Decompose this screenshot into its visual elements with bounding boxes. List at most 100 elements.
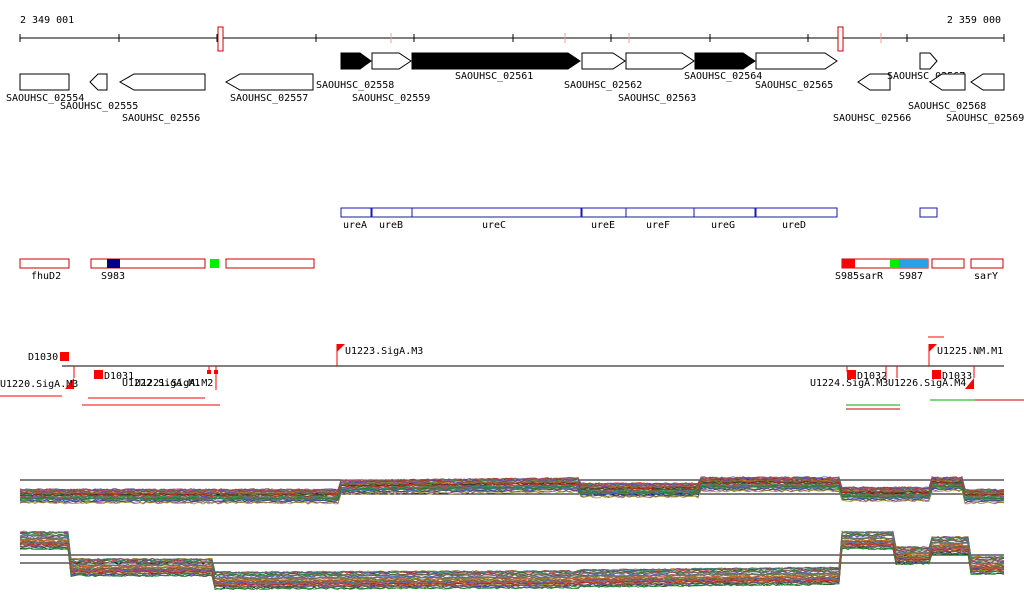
gene-saouhsc-02557[interactable]: SAOUHSC_02557 xyxy=(224,73,314,104)
gene-name-urec[interactable]: ureC xyxy=(411,207,582,231)
region-box[interactable] xyxy=(931,258,965,269)
ruler-ticks xyxy=(19,34,1005,42)
feature-u1224[interactable]: U1224.SigA.M3 xyxy=(810,366,900,410)
svg-text:D1031: D1031 xyxy=(104,371,134,382)
gene-saouhsc-02564[interactable]: SAOUHSC_02564 xyxy=(684,52,762,82)
expression-profile-line xyxy=(19,479,1005,495)
svg-text:D1033: D1033 xyxy=(942,371,972,382)
svg-text:U1226.SigA.M4: U1226.SigA.M4 xyxy=(888,378,966,389)
gene-name-ured[interactable]: ureD xyxy=(755,207,838,231)
svg-text:ureG: ureG xyxy=(711,220,735,231)
ruler-marker-right xyxy=(837,26,844,52)
gene-name-ureg[interactable]: ureG xyxy=(693,207,756,231)
svg-text:U1224.SigA.M3: U1224.SigA.M3 xyxy=(810,378,888,389)
gene-track: SAOUHSC_02554 SAOUHSC_02555 SAOUHSC_0255… xyxy=(6,52,1024,124)
gene-saouhsc-02561[interactable]: SAOUHSC_02561 xyxy=(411,52,581,82)
feature-u1225[interactable]: U1225.NM.M1 xyxy=(928,336,1003,366)
expression-profile-line xyxy=(19,476,1005,492)
svg-text:U1223.SigA.M3: U1223.SigA.M3 xyxy=(345,346,423,357)
expression-profile-line xyxy=(19,544,1005,588)
svg-text:D1030: D1030 xyxy=(28,352,58,363)
feature-d1032[interactable]: D1032 xyxy=(846,366,887,382)
region-track: fhuD2 S983 S985 sarR S987 sarY xyxy=(19,258,1004,282)
expression-profile-line xyxy=(19,485,1005,501)
gene-label: SAOUHSC_02562 xyxy=(564,80,642,91)
svg-text:U1221.SigA.M2: U1221.SigA.M2 xyxy=(135,378,213,389)
coordinate-ruler: 2 349 001 2 359 000 xyxy=(19,15,1005,52)
gene-saouhsc-02563[interactable]: SAOUHSC_02563 xyxy=(618,52,696,104)
gene-name-ureb[interactable]: ureB xyxy=(371,207,413,231)
expression-track-top xyxy=(19,476,1005,505)
svg-text:sarR: sarR xyxy=(859,271,884,282)
feature-u1220[interactable]: U1220.SigA.M3 xyxy=(0,366,78,397)
gene-saouhsc-02556[interactable]: SAOUHSC_02556 xyxy=(118,73,206,124)
region-fhud2[interactable]: fhuD2 xyxy=(19,258,70,282)
svg-text:U1225.NM.M1: U1225.NM.M1 xyxy=(937,346,1003,357)
svg-text:D1032: D1032 xyxy=(857,371,887,382)
gene-label: SAOUHSC_02559 xyxy=(352,93,430,104)
svg-text:S985: S985 xyxy=(835,271,859,282)
gene-name-track: ureA ureB ureC ureE ureF ureG ureD xyxy=(340,207,938,231)
region-sary[interactable]: sarY xyxy=(970,258,1004,282)
region-box[interactable] xyxy=(225,258,315,269)
expression-profile-line xyxy=(19,546,1005,590)
gene-label: SAOUHSC_02566 xyxy=(833,113,911,124)
feature-u1223[interactable]: U1223.SigA.M3 xyxy=(336,344,423,366)
gene-label: SAOUHSC_02564 xyxy=(684,71,762,82)
gene-label: SAOUHSC_02569 xyxy=(946,113,1024,124)
ruler-minor-marks xyxy=(390,33,882,43)
feature-u1221[interactable]: U1221.SigA.M2 xyxy=(88,366,213,399)
expression-track-bottom xyxy=(19,530,1005,591)
svg-text:U1222.SigA.M1: U1222.SigA.M1 xyxy=(122,378,200,389)
gene-saouhsc-02567[interactable]: SAOUHSC_02567 xyxy=(887,52,965,82)
feature-u1226[interactable]: U1226.SigA.M4 xyxy=(888,366,1024,401)
gene-name-unlabeled[interactable] xyxy=(919,207,938,218)
svg-text:ureC: ureC xyxy=(482,220,506,231)
gene-label: SAOUHSC_02554 xyxy=(6,93,84,104)
region-green-marker[interactable] xyxy=(210,259,219,268)
gene-label: SAOUHSC_02558 xyxy=(316,80,394,91)
gene-label: SAOUHSC_02563 xyxy=(618,93,696,104)
svg-text:ureB: ureB xyxy=(379,220,403,231)
svg-text:ureF: ureF xyxy=(646,220,670,231)
feature-u1222[interactable]: U1222.SigA.M1 xyxy=(82,366,220,406)
gene-saouhsc-02559[interactable]: SAOUHSC_02559 xyxy=(352,52,430,104)
svg-text:S987: S987 xyxy=(899,271,923,282)
svg-text:ureA: ureA xyxy=(343,220,367,231)
expression-profile-line xyxy=(19,531,1005,575)
gene-name-uref[interactable]: ureF xyxy=(625,207,695,231)
gene-saouhsc-02558[interactable]: SAOUHSC_02558 xyxy=(316,52,394,91)
gene-label: SAOUHSC_02557 xyxy=(230,93,308,104)
gene-label: SAOUHSC_02555 xyxy=(60,101,138,112)
svg-text:sarY: sarY xyxy=(974,271,998,282)
feature-d1031[interactable]: D1031 xyxy=(94,370,134,382)
expression-profile-line xyxy=(19,481,1005,497)
feature-d1033[interactable]: D1033 xyxy=(932,370,972,382)
svg-text:U1220.SigA.M3: U1220.SigA.M3 xyxy=(0,379,78,390)
gene-saouhsc-02569[interactable]: SAOUHSC_02569 xyxy=(946,73,1024,124)
gene-label: SAOUHSC_02565 xyxy=(755,80,833,91)
gene-saouhsc-02562[interactable]: SAOUHSC_02562 xyxy=(564,52,642,91)
gene-saouhsc-02555[interactable]: SAOUHSC_02555 xyxy=(60,73,138,112)
gene-name-uree[interactable]: ureE xyxy=(581,207,627,231)
expression-profile-line xyxy=(19,489,1005,505)
gene-saouhsc-02565[interactable]: SAOUHSC_02565 xyxy=(755,52,838,91)
gene-saouhsc-02568[interactable]: SAOUHSC_02568 xyxy=(908,73,986,112)
gene-saouhsc-02566[interactable]: SAOUHSC_02566 xyxy=(833,73,911,124)
gene-label: SAOUHSC_02568 xyxy=(908,101,986,112)
svg-text:ureE: ureE xyxy=(591,220,615,231)
ruler-marker-left xyxy=(217,26,224,52)
ruler-end-label: 2 359 000 xyxy=(947,15,1001,26)
feature-d1030[interactable]: D1030 xyxy=(28,352,69,363)
ruler-start-label: 2 349 001 xyxy=(20,15,74,26)
feature-track: D1030 U1220.SigA.M3 D1031 U1221.SigA.M2 … xyxy=(0,336,1024,410)
region-s983[interactable]: S983 xyxy=(90,258,206,282)
gene-label: SAOUHSC_02567 xyxy=(887,71,965,82)
svg-text:S983: S983 xyxy=(101,271,125,282)
gene-label: SAOUHSC_02561 xyxy=(455,71,533,82)
gene-saouhsc-02554[interactable]: SAOUHSC_02554 xyxy=(6,73,84,104)
region-s985-sarr[interactable]: S985 sarR S987 xyxy=(835,258,929,282)
gene-label: SAOUHSC_02556 xyxy=(122,113,200,124)
gene-name-urea[interactable]: ureA xyxy=(340,207,372,231)
